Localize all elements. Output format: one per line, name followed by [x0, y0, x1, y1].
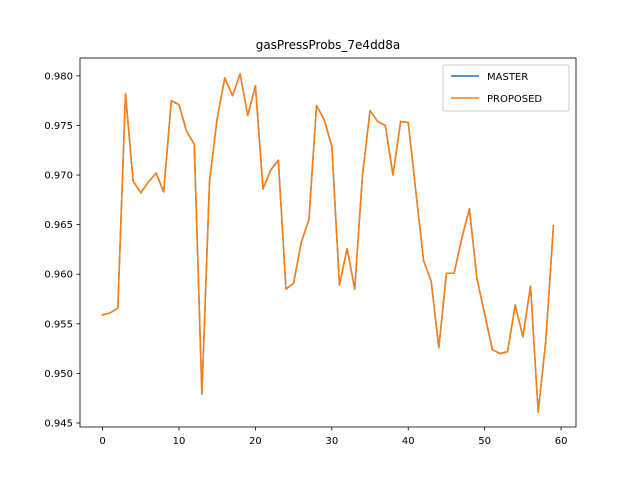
x-tick-label: 0: [99, 436, 105, 447]
y-tick-label: 0.950: [44, 369, 73, 380]
y-axis: 0.945 0.950 0.955 0.960 0.965 0.970 0.975 0.980: [44, 71, 80, 430]
y-tick-label: 0.975: [44, 121, 73, 132]
chart-title: gasPressProbs_7e4dd8a: [256, 38, 401, 52]
y-tick-label: 0.945: [44, 419, 73, 430]
y-tick-label: 0.960: [44, 270, 73, 281]
y-tick-label: 0.970: [44, 171, 73, 182]
y-tick-label: 0.955: [44, 319, 73, 330]
x-tick-label: 20: [249, 436, 262, 447]
x-tick-label: 40: [402, 436, 415, 447]
x-tick-label: 30: [325, 436, 338, 447]
y-tick-label: 0.980: [44, 71, 73, 82]
x-tick-label: 10: [173, 436, 186, 447]
legend-label-proposed: PROPOSED: [487, 94, 542, 105]
x-tick-label: 50: [478, 436, 491, 447]
legend-label-master: MASTER: [487, 72, 528, 83]
axes-frame: [79, 57, 577, 428]
series-line-proposed: [101, 73, 555, 413]
series-line-master: [101, 73, 555, 413]
series-layer: [101, 73, 555, 413]
x-axis: 0 10 20 30 40 50 60: [99, 427, 567, 447]
y-tick-label: 0.965: [44, 220, 73, 231]
legend: MASTER PROPOSED: [442, 64, 570, 112]
x-tick-label: 60: [555, 436, 568, 447]
